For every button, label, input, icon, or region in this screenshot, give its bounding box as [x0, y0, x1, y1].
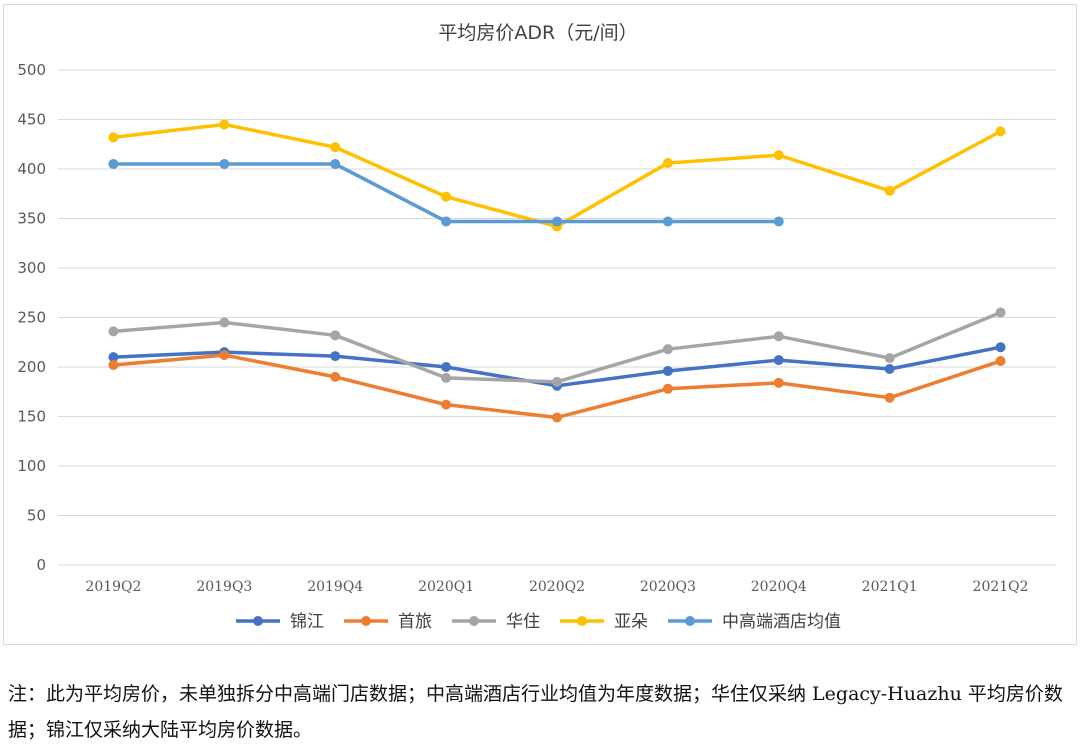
legend-label: 华住	[506, 612, 540, 632]
series-lines	[108, 119, 1006, 423]
data-point	[995, 307, 1006, 318]
data-point	[108, 132, 119, 143]
adr-line-chart: 平均房价ADR（元/间） 0 50 100 150 200 250 300 350 400 450…	[17, 22, 1056, 632]
data-point	[108, 360, 119, 371]
y-tick-label: 250	[17, 309, 46, 327]
data-point	[441, 191, 452, 202]
data-point	[441, 372, 452, 383]
series-line	[111, 122, 1003, 229]
data-point	[773, 377, 784, 388]
y-tick-label: 300	[17, 259, 46, 277]
x-axis-ticks: 2019Q2 2019Q3 2019Q4 2020Q1 2020Q2 2020Q3 2020…	[85, 579, 1028, 595]
data-point	[330, 159, 341, 170]
data-point	[330, 330, 341, 341]
data-point	[219, 159, 230, 170]
data-point	[773, 355, 784, 366]
legend-swatch-marker	[685, 616, 695, 626]
data-point	[662, 365, 673, 376]
data-point	[108, 159, 119, 170]
data-point	[995, 126, 1006, 137]
data-point	[219, 119, 230, 130]
data-point	[995, 342, 1006, 353]
x-tick-label: 2020Q4	[751, 579, 807, 595]
legend-label: 锦江	[290, 612, 324, 632]
y-tick-label: 450	[17, 111, 46, 129]
y-tick-label: 200	[17, 358, 46, 376]
x-tick-label: 2019Q3	[196, 579, 252, 595]
data-point	[662, 158, 673, 169]
data-point	[662, 383, 673, 394]
legend-swatch-marker	[253, 616, 263, 626]
y-tick-label: 150	[17, 408, 46, 426]
x-tick-label: 2020Q2	[529, 579, 585, 595]
series-line	[111, 310, 1003, 384]
data-point	[662, 216, 673, 227]
chart-title: 平均房价ADR（元/间）	[438, 22, 637, 44]
data-point	[662, 344, 673, 355]
footnote: 注：此为平均房价，未单独拆分中高端门店数据；中高端酒店行业均值为年度数据；华住仅…	[8, 683, 1063, 741]
legend-label: 中高端酒店均值	[722, 612, 841, 632]
data-point	[441, 216, 452, 227]
data-point	[995, 356, 1006, 367]
legend-swatch-marker	[577, 616, 587, 626]
x-tick-label: 2019Q2	[85, 579, 141, 595]
data-point	[773, 216, 784, 227]
legend-label: 亚朵	[614, 612, 648, 632]
data-point	[219, 317, 230, 328]
data-point	[441, 362, 452, 372]
x-tick-label: 2021Q1	[862, 579, 918, 595]
data-point	[773, 331, 784, 342]
data-point	[884, 363, 895, 374]
y-tick-label: 400	[17, 160, 46, 178]
legend-label: 首旅	[398, 612, 432, 632]
data-point	[330, 142, 341, 153]
data-point	[219, 350, 230, 361]
y-tick-label: 50	[27, 507, 46, 525]
data-point	[552, 412, 562, 423]
data-point	[330, 371, 341, 382]
x-tick-label: 2021Q2	[973, 579, 1029, 595]
legend: 锦江 首旅 华住 亚朵 中高端酒店均值	[236, 612, 841, 632]
data-point	[441, 399, 452, 410]
data-point	[108, 326, 119, 337]
y-tick-label: 100	[17, 457, 46, 475]
legend-swatch-marker	[469, 616, 479, 626]
data-point	[552, 376, 562, 387]
data-point	[773, 150, 784, 161]
x-tick-label: 2020Q3	[640, 579, 696, 595]
y-tick-label: 350	[17, 210, 46, 228]
data-point	[108, 352, 119, 363]
y-axis-ticks: 0 50 100 150 200 250 300 350 400 450 500	[17, 61, 46, 574]
y-tick-label: 0	[36, 556, 46, 574]
grid-lines	[58, 69, 1056, 566]
data-point	[552, 216, 562, 227]
data-point	[884, 353, 895, 364]
data-point	[884, 392, 895, 403]
data-point	[884, 185, 895, 196]
legend-swatch-marker	[361, 616, 371, 626]
x-tick-label: 2019Q4	[307, 579, 363, 595]
chart-frame: 平均房价ADR（元/间） 0 50 100 150 200 250 300 350 400 450…	[3, 4, 1077, 645]
y-tick-label: 500	[17, 61, 46, 79]
x-tick-label: 2020Q1	[418, 579, 474, 595]
data-point	[330, 351, 341, 362]
